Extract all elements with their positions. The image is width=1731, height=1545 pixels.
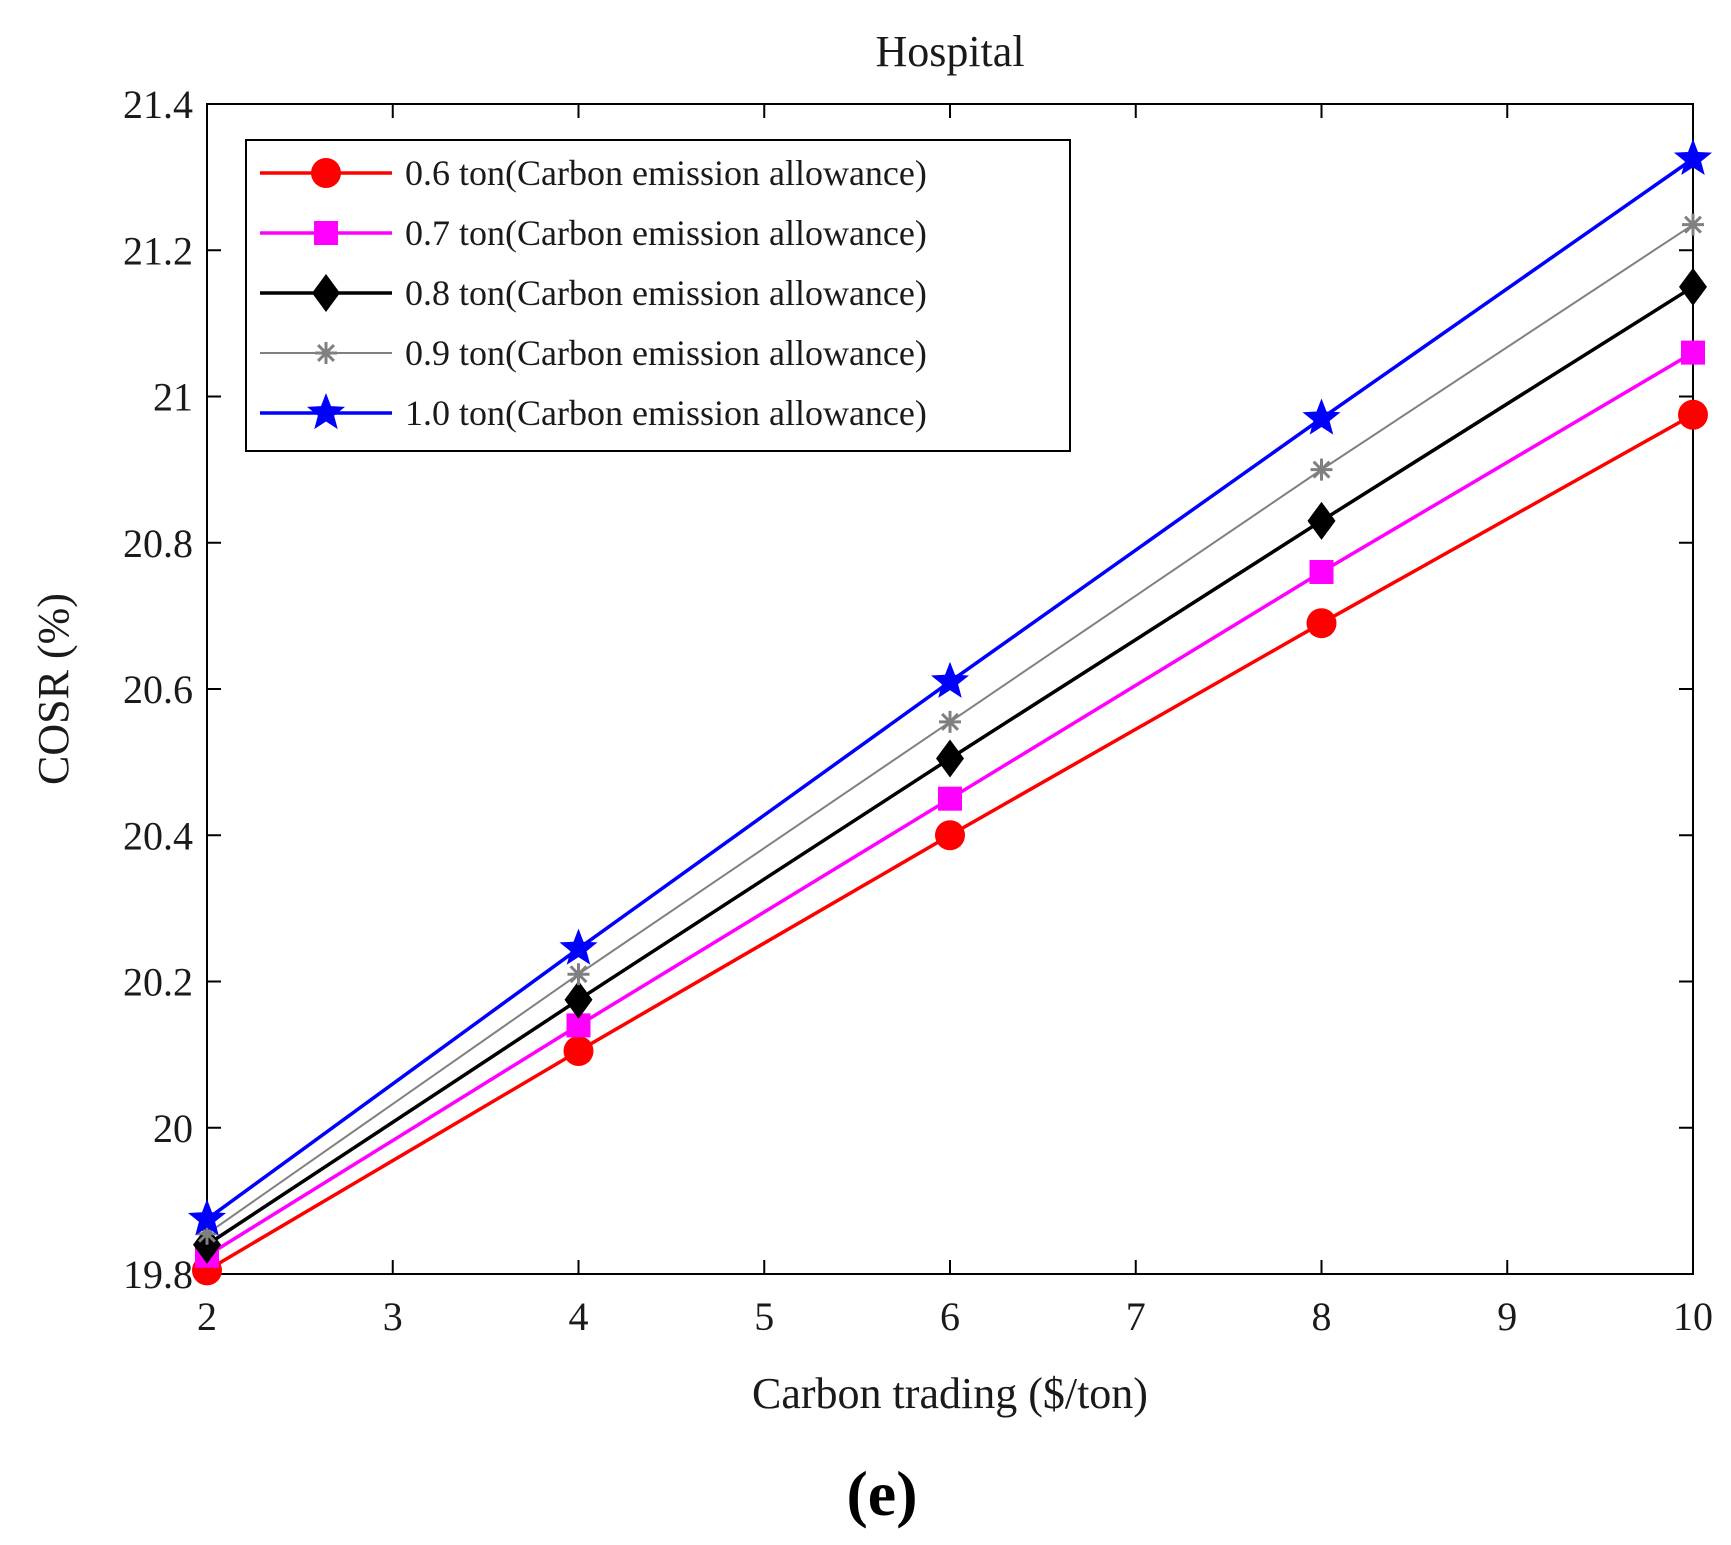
series-markers (187, 138, 1713, 1286)
y-axis-title: COSR (%) (29, 593, 78, 785)
data-point (1681, 340, 1705, 365)
axis-ticks: 2 3 4 5 6 7 8 9 10 19.8 20 20.2 20.4 20.6 20.8 21 21.2 21… (123, 82, 1713, 1339)
x-tick-label: 5 (754, 1294, 774, 1339)
data-point (1679, 267, 1707, 306)
x-tick-label: 7 (1126, 1294, 1146, 1339)
x-tick-label: 9 (1497, 1294, 1517, 1339)
data-point (1673, 138, 1713, 176)
x-axis-title: Carbon trading ($/ton) (752, 1369, 1148, 1418)
data-point (939, 710, 961, 733)
x-tick-label: 2 (197, 1294, 217, 1339)
legend-marker (314, 221, 338, 245)
data-point (1309, 560, 1334, 584)
data-point (1306, 608, 1337, 639)
y-tick-label: 21.4 (123, 82, 193, 127)
data-point (1678, 399, 1708, 430)
data-point (563, 1035, 594, 1066)
data-point (1307, 501, 1336, 540)
panel-label: (e) (846, 1458, 917, 1529)
data-point (936, 739, 964, 778)
data-point (196, 1222, 218, 1245)
y-tick-label: 20.4 (123, 813, 193, 858)
data-point (935, 820, 965, 851)
legend-label: 0.6 ton(Carbon emission allowance) (405, 153, 927, 193)
data-point (930, 661, 970, 698)
y-tick-label: 20.8 (123, 521, 193, 566)
data-point (1310, 458, 1333, 481)
x-tick-label: 6 (940, 1294, 960, 1339)
legend: 0.6 ton(Carbon emission allowance) 0.7 to… (245, 139, 1071, 452)
legend-marker (315, 342, 337, 364)
data-point (564, 980, 593, 1019)
y-tick-label: 20.2 (123, 960, 193, 1005)
x-tick-label: 3 (383, 1294, 403, 1339)
legend-label: 0.8 ton(Carbon emission allowance) (405, 273, 927, 313)
data-point (187, 1199, 227, 1236)
y-tick-label: 21.2 (123, 228, 193, 273)
data-point (938, 786, 962, 811)
data-point (1302, 398, 1341, 435)
legend-marker (312, 274, 340, 312)
x-tick-label: 8 (1312, 1294, 1332, 1339)
data-point (1682, 213, 1704, 236)
y-tick-label: 21 (153, 375, 193, 420)
y-tick-label: 20.6 (123, 667, 193, 712)
legend-box (245, 139, 1071, 452)
x-tick-label: 10 (1673, 1294, 1713, 1339)
y-tick-label: 20 (153, 1106, 193, 1151)
data-point (559, 928, 598, 965)
legend-label: 1.0 ton(Carbon emission allowance) (405, 393, 927, 433)
chart-title: Hospital (875, 27, 1024, 76)
y-tick-label: 19.8 (123, 1252, 193, 1297)
data-point (567, 963, 590, 986)
legend-marker (306, 393, 346, 430)
x-tick-label: 4 (569, 1294, 589, 1339)
legend-marker (311, 158, 341, 188)
legend-label: 0.9 ton(Carbon emission allowance) (405, 333, 927, 373)
legend-label: 0.7 ton(Carbon emission allowance) (405, 213, 927, 253)
